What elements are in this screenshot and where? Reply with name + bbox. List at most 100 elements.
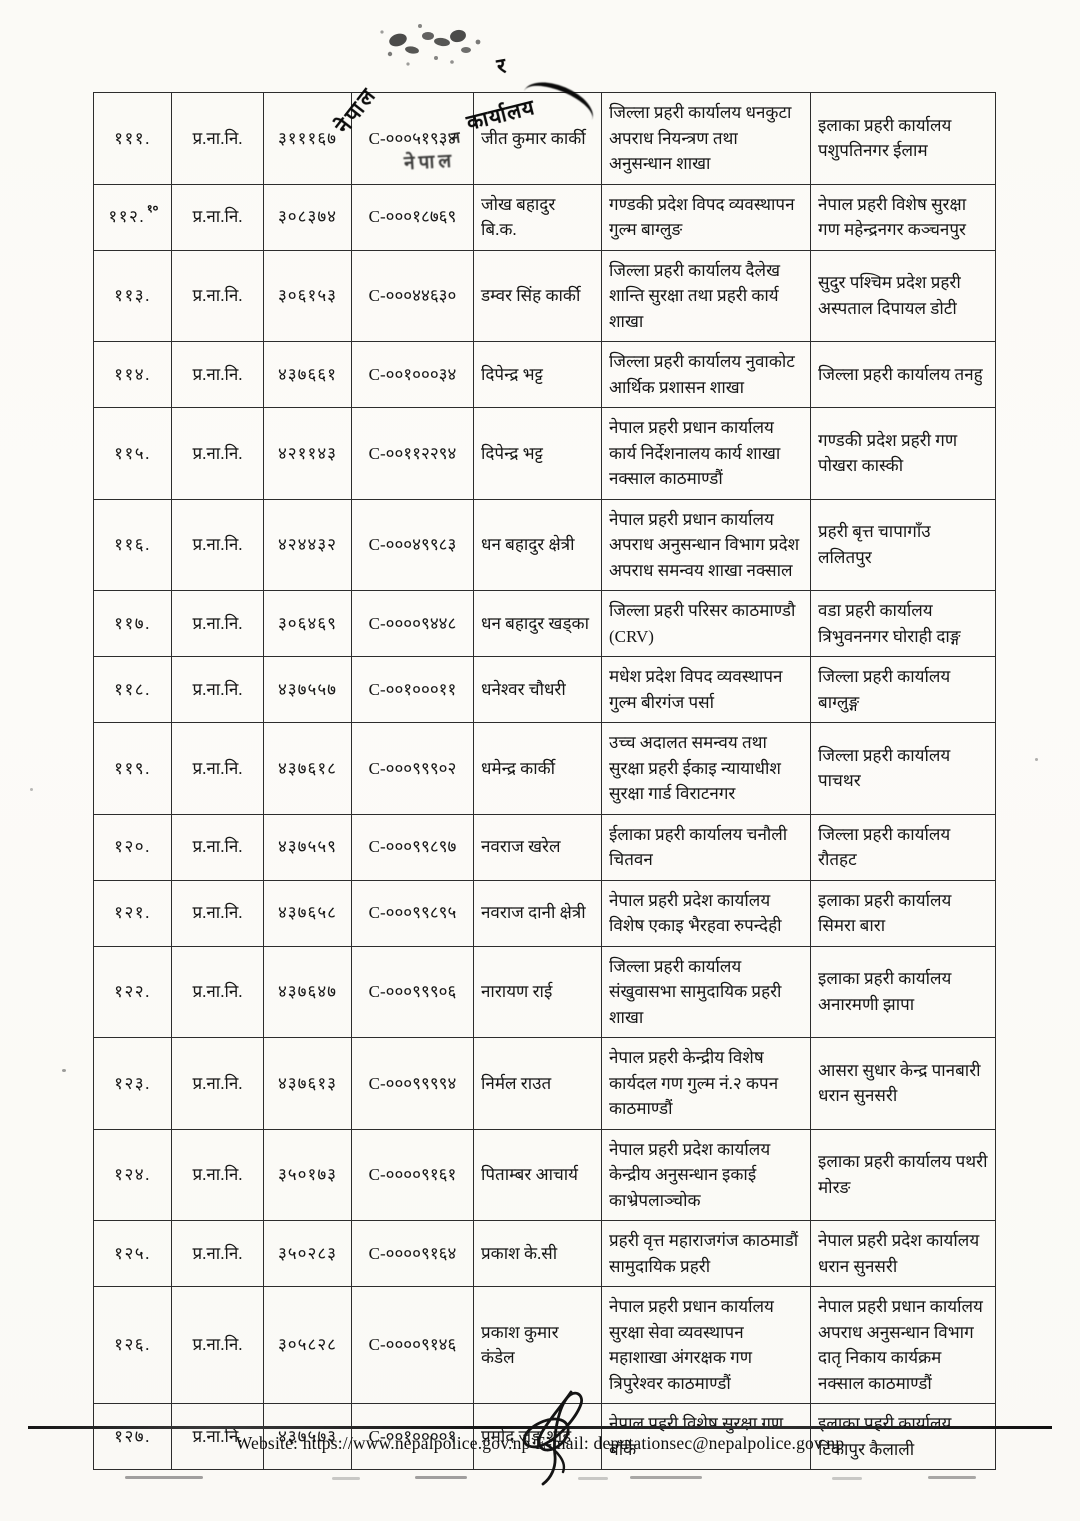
email-link[interactable]: deputationsec@nepalpolice.gov.np: [593, 1433, 845, 1453]
cell-office_from: जिल्ला प्रहरी कार्यालय धनकुटा अपराध नियन…: [601, 92, 811, 185]
table-row: १२४. प्र.ना.नि. ३५०१७३ C-००००९१६१ पिताम्बर आ…: [93, 1128, 996, 1221]
table-row: १२०. प्र.ना.नि. ४३७५५९ C-०००९९८९७ नवराज खरेल…: [93, 813, 996, 881]
scan-smudge: [415, 1476, 467, 1479]
cell-office_from: नेपाल प्रहरी प्रदेश कार्यालय केन्द्रीय अ…: [601, 1128, 811, 1221]
cell-rank: प्र.ना.नि.: [171, 341, 264, 408]
cell-sn: १२२.: [93, 945, 172, 1038]
stamp-text-fragment: र: [494, 53, 508, 79]
cell-number: ३१११६७: [263, 92, 352, 185]
cell-rank: प्र.ना.नि.: [171, 1220, 264, 1287]
cell-number: ४३७५५७: [263, 656, 352, 723]
cell-office_from: जिल्ला प्रहरी परिसर काठमाण्डौ (CRV): [601, 590, 811, 657]
cell-rank: प्र.ना.नि.: [171, 722, 264, 815]
cell-rank: प्र.ना.नि.: [171, 183, 264, 251]
cell-sn: १२४.: [93, 1128, 172, 1221]
cell-code: C-००१०००११: [351, 656, 474, 723]
cell-sn: ११६.: [93, 498, 172, 591]
cell-office_from: मधेश प्रदेश विपद व्यवस्थापन गुल्म बीरगंज…: [601, 656, 811, 723]
cell-number: ३०६४६९: [263, 590, 352, 657]
cell-code: C-००१००००१: [351, 1403, 474, 1470]
cell-rank: प्र.ना.नि.: [171, 1037, 264, 1130]
cell-name: नवराज दानी क्षेत्री: [473, 879, 602, 947]
cell-number: ४३७६१३: [263, 1037, 352, 1130]
table-row: ११७. प्र.ना.नि. ३०६४६९ C-००००९४४८ धन बहादुर …: [93, 590, 996, 657]
ink-blotch: [380, 24, 481, 66]
cell-number: ४३७६४७: [263, 945, 352, 1038]
table-row: ११३. प्र.ना.नि. ३०६१५३ C-०००४४६३० डम्वर सिंह…: [93, 249, 996, 342]
cell-name: धन बहादुर क्षेत्री: [473, 498, 602, 591]
cell-number: ४२११४३: [263, 407, 352, 500]
handwritten-note: १०: [146, 202, 160, 216]
table-row: १२२. प्र.ना.नि. ४३७६४७ C-०००९९९०६ नारायण राई…: [93, 945, 996, 1038]
cell-name: धनेश्वर चौधरी: [473, 656, 602, 723]
scan-smudge: [578, 1477, 608, 1480]
cell-sn: ११७.: [93, 590, 172, 657]
cell-code: C-००११२२९४: [351, 407, 474, 500]
cell-office_to: जिल्ला प्रहरी कार्यालय रौतहट: [810, 813, 996, 881]
cell-number: ३५०१७३: [263, 1128, 352, 1221]
cell-office_to: जिल्ला प्रहरी कार्यालय पाचथर: [810, 722, 996, 815]
website-label: Website:: [235, 1433, 299, 1453]
cell-office_from: नेपाल प्रहरी केन्द्रीय विशेष कार्यदल गण …: [601, 1037, 811, 1130]
cell-office_from: नेपाल प्रहरी प्रधान कार्यालय सुरक्षा सेव…: [601, 1286, 811, 1404]
cell-sn: १२६.: [93, 1286, 172, 1404]
cell-name: प्रकाश के.सी: [473, 1220, 602, 1287]
cell-code: C-०००९९९०६: [351, 945, 474, 1038]
cell-name: नारायण राई: [473, 945, 602, 1038]
scan-smudge: [832, 1477, 862, 1480]
cell-sn: १११.: [93, 92, 172, 185]
cell-sn: ११२.१०: [93, 183, 172, 251]
cell-office_from: उच्च अदालत समन्वय तथा सुरक्षा प्रहरी ईका…: [601, 722, 811, 815]
cell-number: ४३७६६१: [263, 341, 352, 408]
cell-office_to: जिल्ला प्रहरी कार्यालय बाग्लुङ्ग: [810, 656, 996, 723]
table-row: १२६. प्र.ना.नि. ३०५८२८ C-००००९१४६ प्रकाश कुम…: [93, 1286, 996, 1404]
cell-code: C-०००४९९८३: [351, 498, 474, 591]
cell-office_to: जिल्ला प्रहरी कार्यालय तनहु: [810, 341, 996, 408]
cell-office_to: गण्डकी प्रदेश प्रहरी गण पोखरा कास्की: [810, 407, 996, 500]
cell-office_from: जिल्ला प्रहरी कार्यालय नुवाकोट आर्थिक प्…: [601, 341, 811, 408]
table-row: १२५. प्र.ना.नि. ३५०२८३ C-००००९१६४ प्रकाश के.…: [93, 1220, 996, 1287]
cell-code: C-०००९९९०२: [351, 722, 474, 815]
cell-number: ४३७५७३: [263, 1403, 352, 1470]
cell-office_from: जिल्ला प्रहरी कार्यालय दैलेख शान्ति सुरक…: [601, 249, 811, 342]
cell-office_to: सुदुर पश्चिम प्रदेश प्रहरी अस्पताल दिपाय…: [810, 249, 996, 342]
scan-smudge: [928, 1476, 976, 1479]
cell-code: C-००००९१४६: [351, 1286, 474, 1404]
table-row: ११२.१० प्र.ना.नि. ३०८३७४ C-०००१८७६९ जोख बहाद…: [93, 183, 996, 251]
cell-code: C-००००९४४८: [351, 590, 474, 657]
cell-number: ४३७६१८: [263, 722, 352, 815]
cell-number: ४३७५५९: [263, 813, 352, 881]
cell-sn: ११३.: [93, 249, 172, 342]
cell-name: जीत कुमार कार्की: [473, 92, 602, 185]
cell-office_to: आसरा सुधार केन्द्र पानबारी धरान सुनसरी: [810, 1037, 996, 1130]
cell-name: पिताम्बर आचार्य: [473, 1128, 602, 1221]
cell-office_to: नेपाल प्रहरी प्रदेश कार्यालय धरान सुनसरी: [810, 1220, 996, 1287]
cell-office_to: इलाका प्रहरी कार्यालय पथरी मोरङ: [810, 1128, 996, 1221]
footer-divider: [28, 1426, 1052, 1429]
table-row: १२१. प्र.ना.नि. ४३७६५८ C-०००९९८९५ नवराज दानी…: [93, 879, 996, 947]
cell-number: ३५०२८३: [263, 1220, 352, 1287]
cell-name: नवराज खरेल: [473, 813, 602, 881]
cell-code: C-०००४४६३०: [351, 249, 474, 342]
cell-name: दिपेन्द्र भट्ट: [473, 407, 602, 500]
police-transfer-table: १११. प्र.ना.नि. ३१११६७ C-०००५१९३४ जीत कुमार …: [93, 92, 996, 1470]
scan-speck: [1035, 758, 1038, 761]
cell-name: धन बहादुर खड्का: [473, 590, 602, 657]
cell-code: C-००००९१६४: [351, 1220, 474, 1287]
cell-rank: प्र.ना.नि.: [171, 813, 264, 881]
cell-number: ४३७६५८: [263, 879, 352, 947]
cell-office_to: नेपाल प्रहरी प्रधान कार्यालय अपराध अनुसन…: [810, 1286, 996, 1404]
cell-rank: प्र.ना.नि.: [171, 92, 264, 185]
cell-rank: प्र.ना.नि.: [171, 407, 264, 500]
cell-office_to: इलाका प्रहरी कार्यालय अनारमणी झापा: [810, 945, 996, 1038]
cell-number: ४२४४३२: [263, 498, 352, 591]
cell-name: धमेन्द्र कार्की: [473, 722, 602, 815]
cell-name: दिपेन्द्र भट्ट: [473, 341, 602, 408]
website-link[interactable]: https://www.nepalpolice.gov.np: [302, 1433, 531, 1453]
cell-rank: प्र.ना.नि.: [171, 1286, 264, 1404]
scan-smudge: [630, 1476, 702, 1479]
cell-office_to: इलाका प्रहरी कार्यालय सिमरा बारा: [810, 879, 996, 947]
cell-number: ३०८३७४: [263, 183, 352, 251]
table-row: ११४. प्र.ना.नि. ४३७६६१ C-००१०००३४ दिपेन्द्र …: [93, 341, 996, 408]
